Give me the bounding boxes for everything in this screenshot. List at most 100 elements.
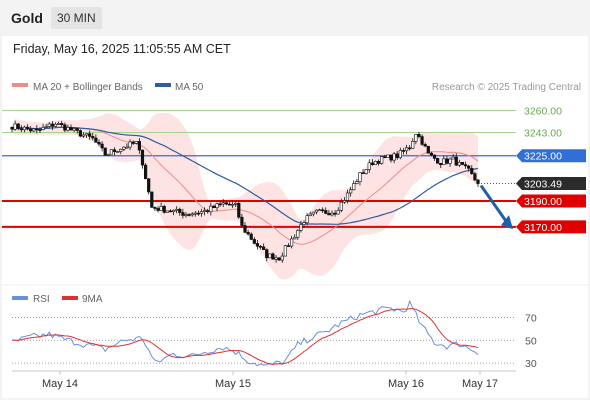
candle-body (16, 123, 20, 129)
candle-body (302, 222, 306, 225)
candle-body (386, 154, 390, 158)
candle-body (289, 238, 294, 247)
timeframe-button[interactable]: 30 MIN (51, 7, 102, 29)
chart-legend: MA 20 + Bollinger Bands MA 50 Research ©… (12, 82, 581, 93)
candle-body (184, 214, 188, 216)
rsi-pane: RSI 9MA 70 50 30 (11, 294, 537, 370)
candle-body (25, 126, 30, 130)
candle-body (215, 203, 219, 209)
candle-body (60, 123, 64, 126)
candle-body (178, 208, 182, 213)
candle-body (286, 245, 291, 247)
candle-body (445, 158, 449, 164)
price-levels (2, 110, 516, 228)
candle-body (370, 162, 374, 165)
candle-body (147, 178, 151, 193)
candle-body (296, 230, 300, 238)
candle-body (404, 147, 409, 152)
candle-body (230, 203, 235, 206)
forecast-arrow-group (479, 184, 513, 230)
candle-body (330, 212, 334, 216)
candle-body (426, 145, 430, 154)
candle-body (333, 212, 337, 215)
candle-body (361, 172, 365, 174)
candle-body (150, 191, 154, 208)
rsi-line (11, 299, 479, 367)
forecast-arrow-head (501, 215, 513, 230)
x-label-may-15: May 15 (215, 378, 251, 390)
candle-body (414, 134, 418, 142)
candle-body (97, 142, 101, 145)
current-price-label: 3203.49 (524, 179, 562, 191)
candle-body (364, 169, 368, 174)
candle-body (342, 200, 347, 203)
candle-body (156, 208, 160, 211)
candle-body (175, 208, 179, 211)
candle-body (122, 146, 126, 150)
candle-body (72, 128, 76, 131)
candle-body (91, 136, 95, 139)
candle-body (457, 162, 461, 166)
candle-body (212, 205, 216, 209)
candle-body (311, 211, 315, 215)
candle-body (128, 141, 132, 148)
candle-body (56, 123, 61, 125)
candle-body (401, 150, 406, 152)
candle-body (109, 149, 114, 155)
candle-body (314, 209, 319, 213)
x-label-may-16: May 16 (388, 378, 424, 390)
candle-body (246, 232, 250, 235)
candle-body (395, 153, 399, 159)
candle-body (305, 215, 309, 224)
candle-body (349, 189, 353, 194)
candle-body (432, 154, 437, 159)
candle-body (131, 141, 135, 144)
candle-body (274, 257, 278, 260)
candle-body (140, 149, 145, 166)
candle-body (423, 144, 427, 147)
candle-body (199, 211, 204, 214)
candle-body (78, 130, 82, 137)
candle-body (327, 213, 331, 216)
candle-body (367, 162, 371, 170)
candle-body (336, 210, 340, 215)
candle-body (271, 253, 275, 260)
candle-body (380, 156, 384, 164)
moving-averages (11, 125, 479, 245)
candle-body (181, 212, 185, 216)
x-label-may-17: May 17 (462, 378, 498, 390)
candle-body (44, 126, 48, 128)
current-price-tag (516, 177, 586, 191)
candle-body (125, 146, 129, 149)
header-bar: Gold 30 MIN (0, 0, 590, 36)
candle-body (224, 202, 228, 205)
candle-body (221, 202, 225, 205)
candle-body (35, 128, 39, 131)
candle-body (255, 243, 260, 247)
candle-body (321, 209, 325, 212)
candle-body (106, 153, 110, 156)
level-tag-3190.00 (516, 194, 586, 208)
candle-body (439, 162, 443, 166)
candle-body (187, 214, 191, 216)
candle-body (237, 203, 241, 218)
candle-body (119, 149, 123, 152)
rsi-legend-swatch (12, 296, 28, 300)
candle-body (473, 173, 477, 181)
candle-body (22, 126, 27, 131)
candle-body (206, 210, 210, 213)
level-label-3243.00: 3243.00 (524, 127, 562, 139)
rsi-ma-line (11, 308, 479, 365)
candle-body (19, 128, 23, 131)
forecast-arrow-shaft (479, 184, 508, 222)
candle-body (429, 152, 434, 156)
candle-body (84, 133, 89, 136)
candle-body (460, 162, 465, 165)
ma50-legend-swatch (155, 83, 171, 87)
candle-body (442, 158, 446, 166)
candle-body (476, 179, 480, 184)
candle-body (376, 161, 381, 164)
level-label-3170.00: 3170.00 (524, 222, 562, 234)
